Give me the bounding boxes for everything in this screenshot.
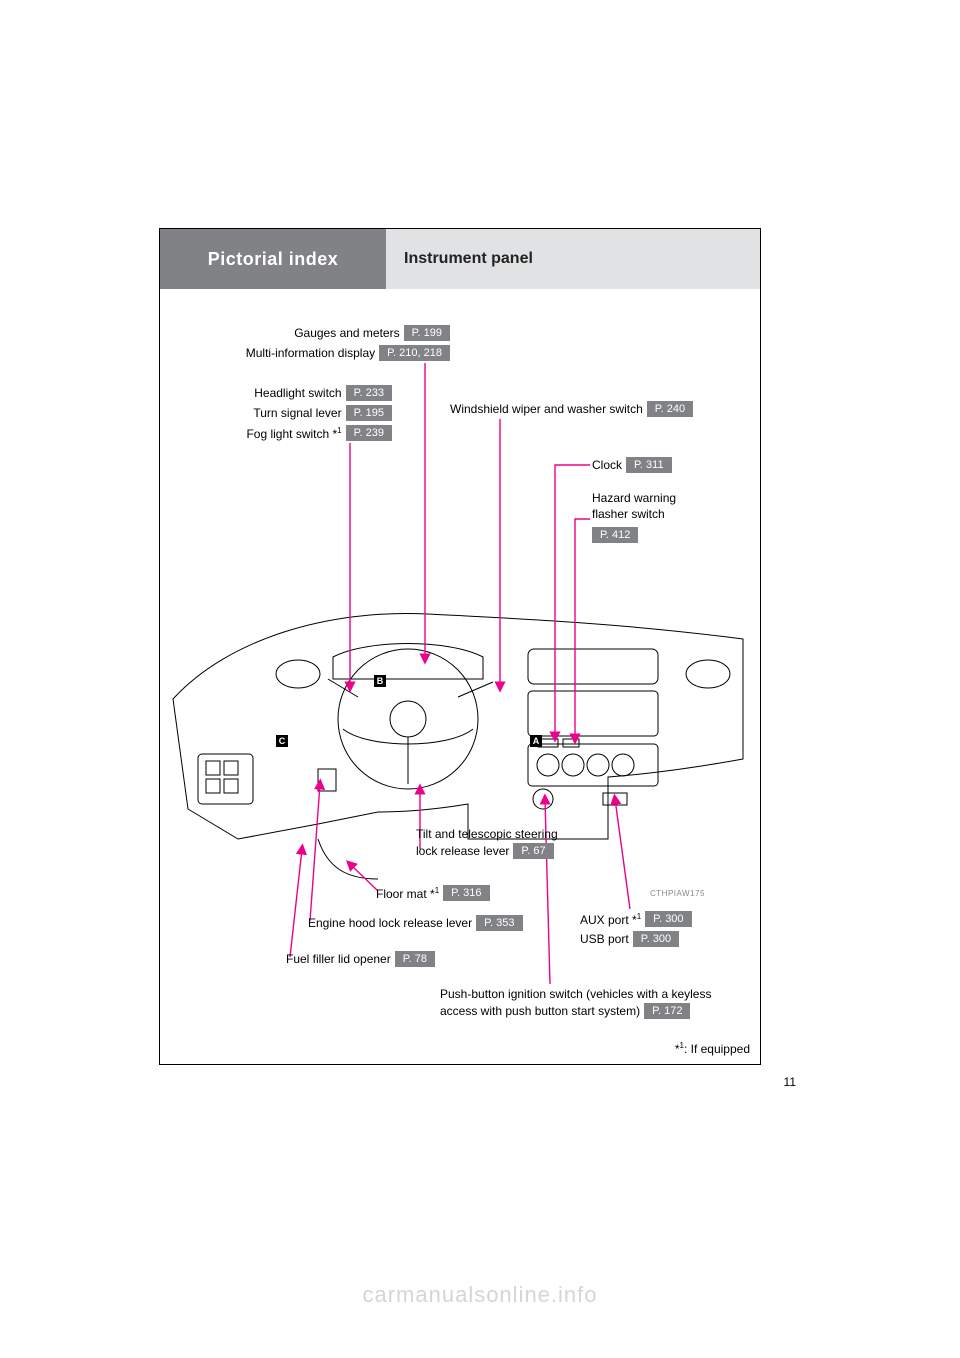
aux-text: AUX port * — [580, 913, 637, 927]
callout-headlight: Headlight switch P. 233 — [254, 385, 392, 401]
page-number: 11 — [784, 1075, 796, 1089]
label-aux: AUX port *1 — [580, 912, 641, 927]
callout-windshield: Windshield wiper and washer switch P. 24… — [450, 401, 693, 417]
aux-sup: 1 — [637, 912, 641, 921]
page-ref-engine-hood: P. 353 — [476, 915, 522, 931]
label-clock: Clock — [592, 458, 622, 472]
label-turn-signal: Turn signal lever — [253, 406, 341, 420]
marker-a: A — [530, 735, 542, 747]
page-ref-floor-mat: P. 316 — [443, 885, 489, 901]
callout-fuel: Fuel filler lid opener P. 78 — [286, 951, 435, 967]
callout-multi-info: Multi-information display P. 210, 218 — [246, 345, 450, 361]
label-multi-info: Multi-information display — [246, 346, 375, 360]
callout-aux: AUX port *1 P. 300 — [580, 911, 692, 927]
label-engine-hood: Engine hood lock release lever — [308, 916, 472, 930]
footnote: *1: If equipped — [675, 1041, 750, 1056]
callout-gauges: Gauges and meters P. 199 — [294, 325, 450, 341]
fog-light-sup: 1 — [337, 426, 341, 435]
label-fog-light: Fog light switch *1 — [246, 426, 341, 441]
header: Pictorial index Instrument panel — [160, 229, 760, 289]
page-ref-push: P. 172 — [644, 1003, 690, 1019]
label-push-1: Push-button ignition switch (vehicles wi… — [440, 987, 711, 1001]
callout-turn-signal: Turn signal lever P. 195 — [253, 405, 392, 421]
label-gauges: Gauges and meters — [294, 326, 399, 340]
label-floor-mat: Floor mat *1 — [376, 886, 439, 901]
page-ref-fuel: P. 78 — [395, 951, 435, 967]
page-ref-tilt: P. 67 — [513, 843, 553, 859]
floor-mat-text: Floor mat * — [376, 887, 435, 901]
callout-floor-mat: Floor mat *1 P. 316 — [376, 885, 490, 901]
page-ref-turn-signal: P. 195 — [346, 405, 392, 421]
page-ref-multi-info: P. 210, 218 — [379, 345, 450, 361]
callout-clock: Clock P. 311 — [592, 457, 672, 473]
callout-tilt: Tilt and telescopic steering lock releas… — [416, 827, 558, 859]
label-fuel: Fuel filler lid opener — [286, 952, 391, 966]
page-ref-clock: P. 311 — [626, 457, 672, 473]
image-code: CTHPIAW175 — [650, 889, 705, 898]
page-ref-gauges: P. 199 — [404, 325, 450, 341]
footnote-text: : If equipped — [684, 1042, 750, 1056]
fog-light-text: Fog light switch * — [246, 427, 337, 441]
header-left: Pictorial index — [160, 229, 386, 289]
page-ref-aux: P. 300 — [645, 911, 691, 927]
callout-hazard: Hazard warning flasher switch P. 412 — [592, 491, 676, 543]
label-hazard-2: flasher switch — [592, 507, 676, 521]
label-usb: USB port — [580, 932, 629, 946]
marker-c: C — [276, 735, 288, 747]
label-hazard-1: Hazard warning — [592, 491, 676, 505]
header-right: Instrument panel — [386, 229, 760, 289]
page-ref-headlight: P. 233 — [346, 385, 392, 401]
content-area: Gauges and meters P. 199 Multi-informati… — [160, 289, 760, 1064]
label-tilt-2: lock release lever — [416, 844, 509, 858]
callout-usb: USB port P. 300 — [580, 931, 679, 947]
label-headlight: Headlight switch — [254, 386, 341, 400]
page-ref-fog-light: P. 239 — [346, 425, 392, 441]
content-frame: Pictorial index Instrument panel Gauges … — [159, 228, 761, 1065]
page-ref-windshield: P. 240 — [647, 401, 693, 417]
floor-mat-sup: 1 — [435, 886, 439, 895]
callout-engine-hood: Engine hood lock release lever P. 353 — [308, 915, 523, 931]
watermark: carmanualsonline.info — [362, 1282, 597, 1308]
label-push-2: access with push button start system) — [440, 1004, 640, 1018]
page-ref-hazard: P. 412 — [592, 527, 638, 543]
callout-push-button: Push-button ignition switch (vehicles wi… — [440, 987, 711, 1019]
page: Pictorial index Instrument panel Gauges … — [0, 0, 960, 1358]
callout-fog-light: Fog light switch *1 P. 239 — [246, 425, 392, 441]
marker-b: B — [374, 675, 386, 687]
label-tilt-1: Tilt and telescopic steering — [416, 827, 558, 841]
page-ref-usb: P. 300 — [633, 931, 679, 947]
label-windshield: Windshield wiper and washer switch — [450, 402, 643, 416]
